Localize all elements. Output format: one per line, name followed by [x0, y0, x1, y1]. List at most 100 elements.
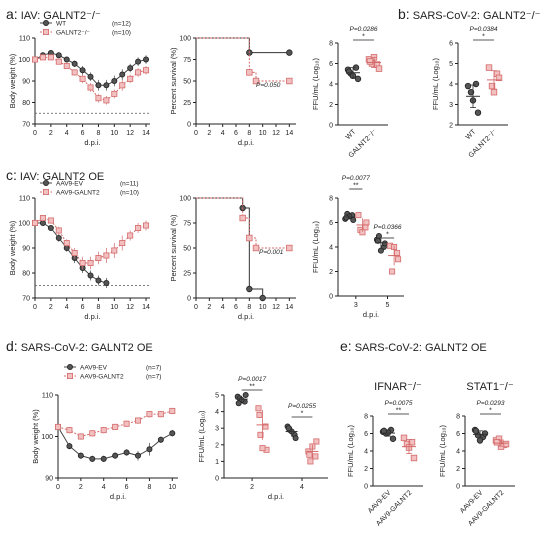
data-point — [79, 259, 86, 266]
y-tick-label: 6 — [449, 41, 453, 48]
data-point — [495, 74, 503, 82]
data-point — [135, 69, 142, 76]
data-point — [43, 28, 50, 35]
data-point — [43, 179, 50, 186]
data-point — [95, 277, 102, 284]
p-value-label: P=0.0293 — [476, 400, 504, 407]
y-tick-label: 90 — [22, 79, 30, 86]
data-point — [123, 420, 130, 427]
data-point — [467, 88, 475, 96]
y-tick-label: 1 — [215, 459, 219, 466]
panel-d-title-text: SARS-CoV-2: GALNT2 OE — [20, 342, 153, 354]
legend-count: (n=10) — [120, 190, 139, 197]
data-point — [255, 405, 262, 412]
y-tick-label: 2 — [215, 442, 219, 449]
y-tick-label: 2 — [329, 102, 333, 109]
x-tick-label: 4 — [65, 304, 69, 311]
data-point — [343, 214, 350, 221]
data-point — [103, 252, 110, 259]
y-tick-label: 6 — [329, 220, 333, 227]
data-point — [100, 455, 107, 462]
data-point — [123, 449, 130, 456]
panel-e-letter: e: — [340, 338, 352, 354]
data-point — [292, 435, 299, 442]
data-point — [127, 65, 134, 72]
data-point — [47, 217, 54, 224]
significance-stars: ** — [353, 183, 359, 190]
y-axis-label: Body weight (%) — [31, 409, 40, 464]
data-point — [464, 82, 472, 90]
data-point — [67, 363, 74, 370]
y-tick-label: 0 — [215, 476, 219, 483]
x-tick-label: 2 — [49, 304, 53, 311]
y-tick-label: 3 — [215, 426, 219, 433]
x-tick-label: 4 — [65, 130, 69, 137]
data-point — [410, 454, 418, 462]
data-point — [71, 69, 78, 76]
data-point — [143, 222, 150, 229]
p-value-label: P=0.0255 — [288, 403, 316, 410]
data-point — [143, 56, 150, 63]
x-tick-label: 12 — [272, 304, 280, 311]
data-point — [286, 49, 293, 56]
panel-d-title: d: SARS-CoV-2: GALNT2 OE — [6, 338, 153, 354]
p-value-label: P=0.0384 — [469, 26, 497, 33]
data-point — [55, 58, 62, 65]
p-value-label: P=0.0366 — [373, 224, 401, 231]
data-point — [256, 411, 263, 418]
data-point — [312, 453, 319, 460]
data-point — [259, 294, 266, 302]
p-value-label: P=0.0077 — [342, 175, 370, 182]
p-value-label: P=0.0017 — [238, 376, 266, 383]
y-tick-label: 2 — [456, 466, 460, 473]
x-tick-label: 6 — [81, 304, 85, 311]
panel-c-title: c: IAV: GALNT2 OE — [6, 167, 104, 183]
data-point — [32, 219, 39, 226]
y-tick-label: 8 — [329, 196, 333, 203]
data-point — [375, 65, 383, 72]
x-tick-label: 0 — [33, 304, 37, 311]
data-point — [143, 67, 150, 74]
data-point — [55, 227, 62, 234]
y-tick-label: 70 — [22, 122, 30, 129]
data-point — [354, 75, 362, 83]
data-point — [43, 19, 50, 26]
x-tick-label: 10 — [259, 304, 267, 311]
significance-stars: ** — [249, 384, 255, 391]
y-axis-label: FFU/mL (Log₁₀) — [311, 220, 320, 273]
x-tick-label: 2 — [207, 130, 211, 137]
panel-a-letter: a: — [6, 6, 18, 22]
y-tick-label: 4 — [364, 449, 368, 456]
panel-d-letter: d: — [6, 338, 18, 354]
data-point — [127, 232, 134, 239]
data-point — [55, 52, 62, 59]
data-point — [111, 90, 118, 97]
data-point — [366, 58, 374, 65]
data-point — [55, 234, 62, 241]
survival-curve — [196, 37, 290, 54]
data-point — [169, 430, 176, 437]
data-point — [134, 417, 141, 424]
data-point — [77, 452, 84, 459]
y-tick-label: 2 — [329, 269, 333, 276]
x-tick-label: 8 — [96, 130, 100, 137]
panel-a-title-text: IAV: GALNT2⁻/⁻ — [20, 10, 101, 22]
data-point — [381, 240, 388, 247]
x-tick-label: 0 — [33, 130, 37, 137]
data-point — [87, 272, 94, 279]
x-tick-label: 4 — [102, 484, 106, 491]
survival-curve — [196, 197, 290, 249]
legend-label: AAV9-GALNT2 — [80, 374, 124, 381]
data-point — [400, 434, 408, 442]
y-tick-label: 100 — [41, 434, 53, 441]
data-point — [307, 458, 314, 465]
x-tick-label: 14 — [142, 130, 150, 137]
data-point — [474, 109, 482, 116]
y-tick-label: 50 — [183, 246, 191, 253]
x-tick-label: 2 — [207, 304, 211, 311]
data-point — [490, 89, 498, 96]
x-tick-label: 4 — [221, 130, 225, 137]
x-tick-label: 0 — [56, 484, 60, 491]
significance-stars: ** — [396, 408, 402, 415]
